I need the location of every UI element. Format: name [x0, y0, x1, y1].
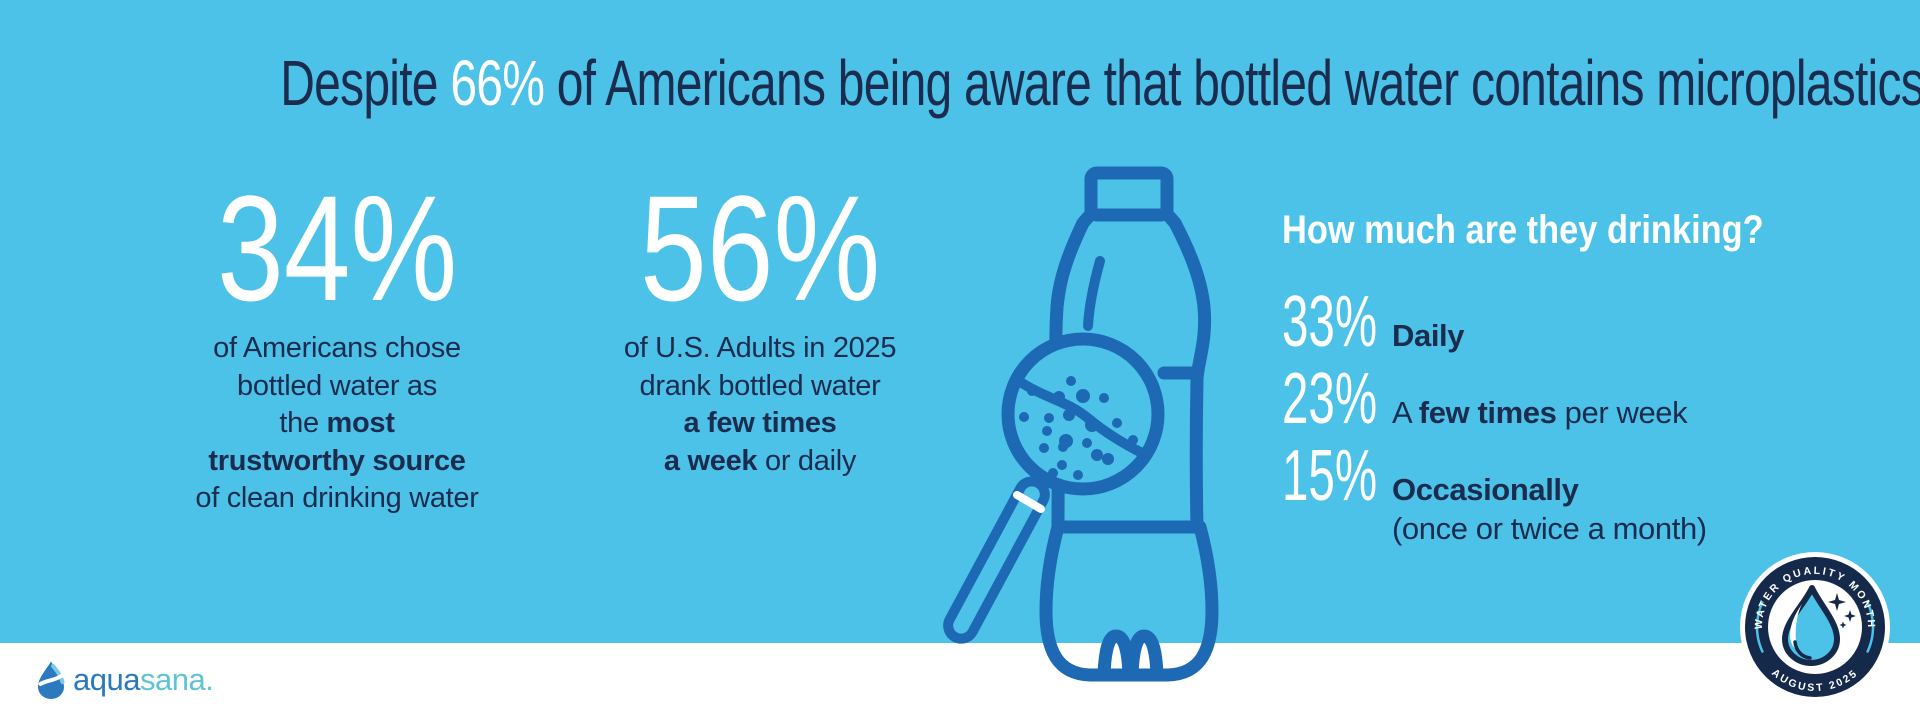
headline-suffix: of Americans being aware that bottled wa…: [544, 47, 1920, 119]
bottle-foot-arc: [1125, 629, 1164, 682]
caption-line: of U.S. Adults in 2025: [623, 332, 897, 364]
bottle-highlight: [1083, 256, 1105, 331]
headline: Despite 66% of Americans being aware tha…: [0, 46, 1920, 120]
stat-value-56: 56%: [639, 164, 881, 332]
drinking-row-occasionally: 15% Occasionally (once or twice a month): [1282, 436, 1882, 546]
caption-line: bottled water as: [237, 369, 437, 402]
badge-right-arc: [1866, 601, 1875, 653]
stat-34-caption: of Americans chose bottled water as the …: [117, 330, 557, 518]
caption-line: trustworthy source: [208, 444, 466, 477]
stat-drank-bottled-water: 56% of U.S. Adults in 2025 drank bottled…: [540, 168, 980, 480]
badge-left-arc: [1755, 601, 1764, 653]
drinking-row-daily: 33% Daily: [1282, 282, 1882, 362]
aquasana-logo: aquasana.: [36, 660, 214, 700]
caption-line: of Americans chose: [213, 332, 461, 364]
drinking-frequency-section: How much are they drinking? 33% Daily 23…: [1282, 206, 1882, 546]
caption-line: a few times: [683, 407, 837, 439]
handle-highlight: [1013, 491, 1045, 513]
bottom-white-strip: [0, 643, 1920, 726]
drinking-row-label: Occasionally (once or twice a month): [1392, 472, 1707, 546]
caption-line: a week or daily: [663, 444, 857, 477]
drinking-heading: How much are they drinking?: [1282, 208, 1764, 252]
caption-line: of clean drinking water: [195, 482, 479, 514]
water-bottle-icon: [943, 166, 1219, 682]
water-drop-icon: [1782, 585, 1840, 666]
drinking-row-label: A few times per week: [1392, 395, 1688, 430]
bottle-right-edge: [1161, 208, 1212, 534]
drop-inner-arc: [1793, 640, 1812, 660]
stat-56-caption: of U.S. Adults in 2025 drank bottled wat…: [540, 330, 980, 480]
stat-trustworthy-source: 34% of Americans chose bottled water as …: [117, 168, 557, 518]
bottle-highlight: [1052, 252, 1073, 328]
magnifying-glass-icon: [943, 332, 1165, 644]
drop-highlight: [1790, 604, 1802, 651]
bottle-cap: [1084, 166, 1174, 222]
headline-highlight-66: 66%: [450, 47, 545, 119]
drinking-row-sublabel: (once or twice a month): [1392, 511, 1707, 546]
caption-line: drank bottled water: [639, 369, 881, 402]
sparkle-icon: [1828, 593, 1856, 629]
aquasana-drop-icon: [38, 661, 65, 699]
stat-value-33: 33%: [1282, 282, 1378, 362]
microplastics-dots: [1019, 376, 1138, 480]
aquasana-wordmark: aquasana.: [73, 662, 214, 697]
stat-value-15: 15%: [1282, 436, 1378, 516]
water-quality-month-badge: WATER QUALITY MONTH AUGUST 2025: [1740, 552, 1890, 702]
drinking-rows: 33% Daily 23% A few times per week 15% O…: [1282, 282, 1882, 546]
stat-value-23: 23%: [1282, 359, 1378, 439]
drinking-row-label: Daily: [1392, 318, 1465, 353]
caption-line: the most: [279, 407, 395, 439]
drinking-row-few-times: 23% A few times per week: [1282, 359, 1882, 439]
headline-prefix: Despite: [280, 47, 451, 119]
magnifier-handle: [943, 476, 1050, 644]
stat-value-34: 34%: [216, 164, 458, 332]
